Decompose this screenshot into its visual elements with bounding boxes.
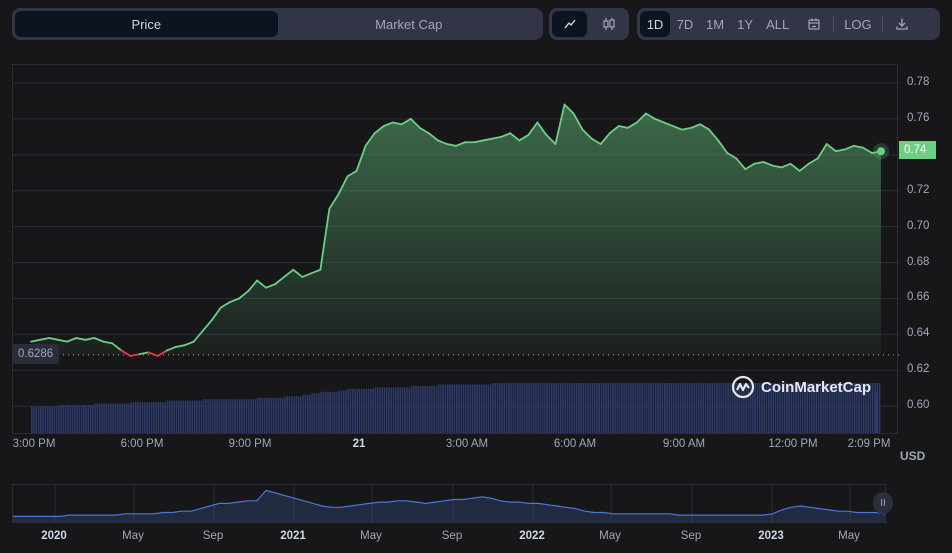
x-tick-label: 12:00 PM [768,438,818,450]
navigator-tick-label: Sep [441,530,463,542]
navigator-handle[interactable]: II [873,492,893,514]
navigator-canvas [13,485,886,522]
line-chart-icon [563,19,576,29]
navigator-tick-label: 2021 [280,530,306,542]
metric-tabs: Price Market Cap [12,8,543,40]
navigator-tick-label: Sep [680,530,702,542]
y-tick-label: 0.60 [907,399,930,412]
baseline-price-tag: 0.6286 [12,344,60,364]
range-1m[interactable]: 1M [706,16,725,32]
chart-type-toggle [549,8,629,40]
x-tick-label: 3:00 AM [445,438,489,450]
navigator-chart[interactable] [12,484,886,523]
navigator-tick-label: 2022 [519,530,545,542]
x-tick-label: 9:00 AM [662,438,706,450]
y-axis: 0.78 0.76 0.74 0.72 0.70 0.68 0.66 0.64 0.62 0.60 [900,64,952,434]
y-tick-label: 0.68 [907,255,930,268]
divider [833,16,835,32]
price-chart-canvas [13,82,899,433]
range-1d[interactable]: 1D [640,11,670,37]
x-tick-label: 9:00 PM [228,438,272,450]
coinmarketcap-logo-icon [731,375,755,399]
x-tick-label: 2:09 PM [847,438,891,450]
calendar-icon [808,18,820,30]
tab-market-cap[interactable]: Market Cap [375,16,443,32]
watermark-text: CoinMarketCap [761,378,872,396]
tab-price[interactable]: Price [15,11,278,37]
navigator-tick-label: Sep [202,530,224,542]
y-tick-label: 0.70 [907,219,930,232]
navigator-tick-label: 2020 [41,530,67,542]
range-all[interactable]: ALL [766,16,790,32]
current-price-tag: 0.74 [899,141,936,159]
chart-toolbar: Price Market Cap 1D 7D 1M 1Y ALL LOG [12,8,940,40]
date-range-button[interactable] [799,11,829,37]
price-chart[interactable] [12,64,899,434]
log-scale-toggle[interactable]: LOG [844,16,872,32]
navigator-tick-label: May [599,530,621,542]
navigator-tick-label: May [838,530,860,542]
navigator-axis: 2020 May Sep 2021 May Sep 2022 May Sep 2023 May [12,530,886,546]
x-tick-label: 6:00 AM [553,438,597,450]
line-chart-button[interactable] [552,11,587,37]
y-tick-label: 0.66 [907,291,930,304]
range-1y[interactable]: 1Y [737,16,754,32]
range-selector: 1D 7D 1M 1Y ALL LOG [637,8,940,40]
download-button[interactable] [887,11,917,37]
divider [881,16,883,32]
x-tick-label: 21 [352,438,366,450]
download-icon [896,18,908,30]
navigator-tick-label: May [122,530,144,542]
navigator-tick-label: 2023 [758,530,784,542]
y-tick-label: 0.62 [907,363,930,376]
y-tick-label: 0.76 [907,111,930,124]
x-tick-label: 3:00 PM [12,438,56,450]
x-axis: 3:00 PM 6:00 PM 9:00 PM 21 3:00 AM 6:00 AM 9:0… [12,438,898,458]
coinmarketcap-watermark: CoinMarketCap [731,375,871,399]
candlestick-icon [602,18,615,30]
navigator-tick-label: May [360,530,382,542]
y-tick-label: 0.64 [907,327,930,340]
range-7d[interactable]: 7D [676,16,694,32]
candlestick-button[interactable] [591,11,626,37]
x-tick-label: 6:00 PM [120,438,164,450]
y-tick-label: 0.72 [907,183,930,196]
currency-label: USD [900,449,926,463]
y-tick-label: 0.78 [907,75,930,88]
